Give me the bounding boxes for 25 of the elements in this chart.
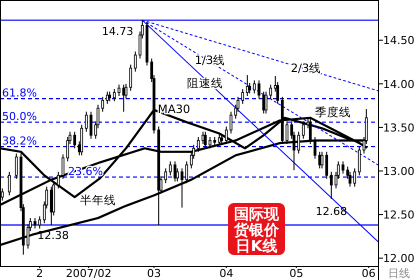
y-tick-label: 12.00 — [383, 252, 414, 266]
annotation: 12.68 — [316, 204, 348, 218]
series-label: 季度线 — [315, 105, 351, 119]
y-tick-label: 12.50 — [383, 208, 414, 222]
x-tick-label: 04 — [219, 267, 234, 280]
y-tick-label: 13.50 — [383, 121, 414, 134]
text: 国际现货银价日K线 — [233, 205, 280, 255]
ref-line-label: 14.73 — [102, 25, 134, 38]
series-label: MA30 — [158, 102, 190, 116]
series-label: 阻速线 — [187, 76, 223, 90]
x-tick-label: 05 — [289, 267, 304, 280]
y-tick-label: 14.50 — [383, 34, 414, 48]
y-tick-label: 14.00 — [383, 78, 414, 91]
annotation: 38.2% — [2, 134, 37, 148]
series-label: 半年线 — [80, 193, 116, 207]
series-label: 2/3线 — [290, 61, 322, 75]
text: 日线 — [388, 267, 410, 280]
annotation: 50.0% — [2, 110, 37, 124]
x-tick-label: 2007/02 — [66, 267, 112, 280]
series-label: 1/3线 — [194, 53, 226, 67]
x-tick-label: 03 — [147, 267, 161, 280]
annotation: 61.8% — [2, 86, 37, 100]
x-tick-label: 2 — [36, 267, 44, 280]
x-tick-label: 06 — [362, 267, 376, 280]
y-tick-label: 13.00 — [383, 164, 414, 178]
